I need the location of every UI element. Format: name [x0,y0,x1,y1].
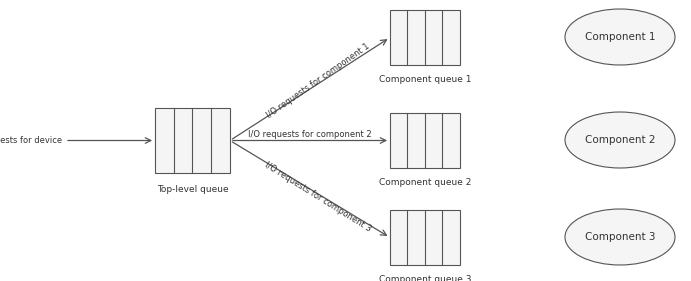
Text: All I/O requests for device: All I/O requests for device [0,136,62,145]
Text: Component 2: Component 2 [585,135,655,145]
Text: I/O requests for component 2: I/O requests for component 2 [248,130,372,139]
Text: I/O requests for component 3: I/O requests for component 3 [263,160,373,234]
Text: Component queue 1: Component queue 1 [379,75,471,84]
Text: I/O requests for component 1: I/O requests for component 1 [265,42,371,120]
Bar [390,10,460,65]
Text: Top-level queue: Top-level queue [157,185,228,194]
Text: Component 3: Component 3 [585,232,655,242]
Bar [390,210,460,265]
Text: Component queue 2: Component queue 2 [379,178,471,187]
Ellipse shape [565,209,675,265]
Ellipse shape [565,9,675,65]
Ellipse shape [565,112,675,168]
Text: Component 1: Component 1 [585,32,655,42]
Text: Component queue 3: Component queue 3 [379,275,471,281]
Bar [155,108,230,173]
Bar [390,113,460,168]
